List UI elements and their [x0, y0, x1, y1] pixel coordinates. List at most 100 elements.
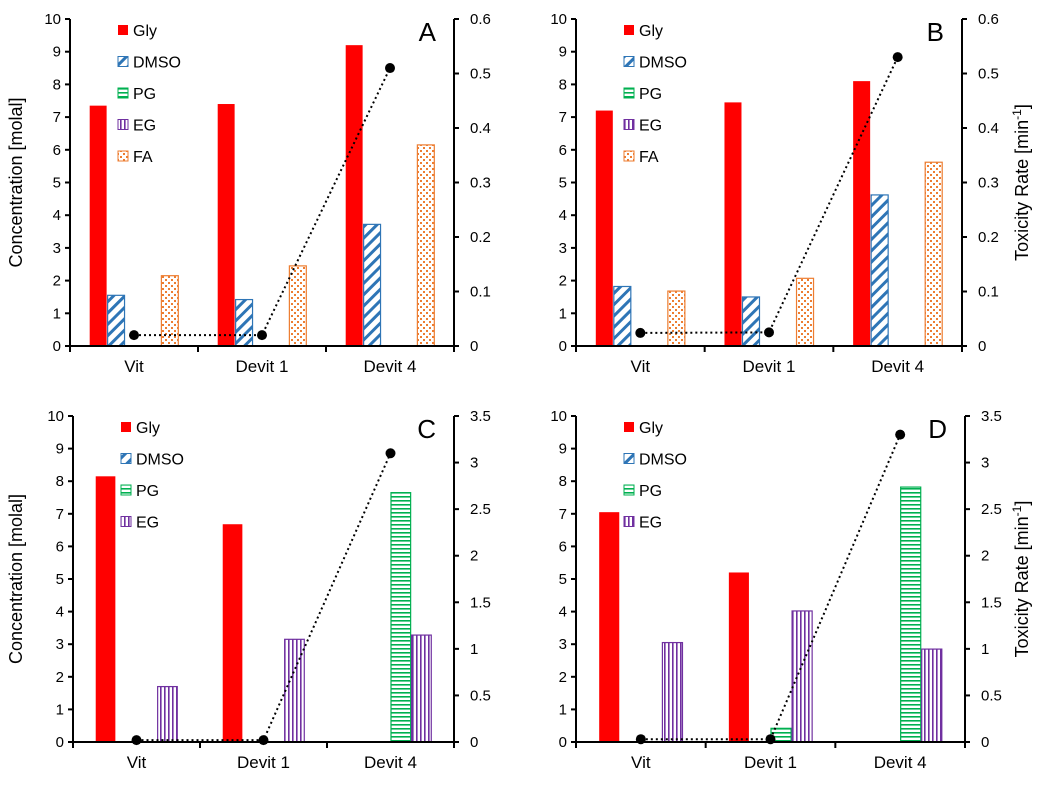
legend-label-pg: PG [639, 483, 662, 500]
y-tick-label: 0 [559, 338, 567, 355]
legend-label-gly: Gly [639, 23, 663, 40]
y2-tick-label: 0.5 [978, 66, 999, 83]
bar-eg [411, 634, 432, 743]
bar-eg [921, 648, 943, 743]
y2-tick-label: 1 [981, 641, 989, 658]
y-axis-title: Concentration [molal] [6, 97, 26, 267]
y2-tick-label: 0.5 [981, 687, 1002, 704]
legend-swatch-pg [623, 87, 635, 99]
legend-label-pg: PG [639, 86, 662, 103]
legend-label-dmso: DMSO [639, 55, 687, 72]
panel-label: D [928, 414, 947, 444]
y-tick-label: 8 [53, 76, 61, 93]
y-tick-label: 1 [559, 701, 567, 718]
category-label: Devit 1 [743, 357, 796, 376]
y-tick-label: 9 [56, 441, 64, 458]
bar-gly [217, 104, 235, 347]
legend-swatch-dmso [117, 56, 129, 67]
y2-tick-label: 0.2 [470, 229, 491, 246]
legend-label-fa: FA [133, 149, 153, 166]
panel-a: 0 1 2 3 4 5 6 7 8 9 10 0 0.1 0.2 0.3 0.4 0.5 0.6 Vit Devit … [6, 11, 491, 376]
legend-swatch-pg [120, 484, 132, 496]
y-tick-label: 2 [559, 273, 567, 290]
legend-swatch-gly [624, 25, 634, 35]
panel-b: 0 1 2 3 4 5 6 7 8 9 10 0 0.1 0.2 0.3 0.4 0.5 0.6 Vit Devit … [550, 11, 1032, 376]
bar-gly [345, 45, 363, 346]
y-tick-label: 10 [44, 11, 61, 28]
bar-gly [853, 81, 871, 346]
legend-label-eg: EG [639, 118, 662, 135]
y-tick-label: 10 [550, 408, 567, 425]
y2-tick-label: 0.2 [978, 229, 999, 246]
toxicity-point [257, 330, 267, 341]
bar-gly [599, 512, 620, 742]
legend-label-eg: EG [133, 118, 156, 135]
legend-swatch-eg [623, 516, 635, 527]
category-label: Vit [631, 753, 651, 772]
toxicity-point [892, 52, 903, 63]
y-tick-label: 5 [56, 571, 64, 588]
bar-dmso [107, 294, 126, 347]
legend-label-gly: Gly [133, 23, 157, 40]
legend-swatch-pg [623, 484, 635, 496]
bar-gly [89, 105, 107, 346]
legend-swatch-eg [120, 516, 132, 527]
toxicity-line [134, 67, 391, 337]
y2-tick-label: 0 [470, 734, 478, 751]
y2-tick-label: 0 [978, 338, 986, 355]
bar-gly [724, 102, 742, 346]
legend-swatch-fa [623, 150, 635, 162]
toxicity-point [385, 63, 395, 74]
y-tick-label: 8 [559, 473, 567, 490]
y-tick-label: 4 [559, 604, 567, 621]
y2-tick-label: 2 [470, 548, 478, 565]
category-label: Devit 4 [874, 753, 927, 772]
legend-swatch-gly [118, 25, 128, 35]
y-tick-label: 3 [559, 636, 567, 653]
panel-label: C [417, 414, 436, 444]
y-tick-label: 8 [559, 76, 567, 93]
category-label: Devit 4 [364, 753, 417, 772]
y2-tick-label: 2 [981, 548, 989, 565]
legend-label-fa: FA [639, 149, 659, 166]
y-tick-label: 9 [53, 44, 61, 61]
y2-tick-label: 0.3 [978, 175, 999, 192]
y-tick-label: 1 [559, 305, 567, 322]
legend-label-dmso: DMSO [136, 452, 184, 469]
y-tick-label: 3 [56, 636, 64, 653]
y-tick-label: 6 [56, 538, 64, 555]
toxicity-line [640, 434, 902, 741]
y-tick-label: 2 [53, 273, 61, 290]
y-tick-label: 10 [550, 11, 567, 28]
y2-tick-label: 0.6 [978, 11, 999, 28]
bar-eg [661, 641, 684, 743]
toxicity-point [635, 734, 646, 745]
legend-label-eg: EG [639, 515, 662, 532]
bar-dmso [363, 223, 382, 347]
toxicity-point [895, 429, 906, 440]
toxicity-point [385, 448, 396, 459]
bar-eg [157, 685, 178, 743]
bar-pg [390, 492, 412, 743]
y2-axis-title: Toxicity Rate [min-1] [1010, 501, 1032, 658]
bar-gly [222, 524, 243, 742]
y-tick-label: 4 [56, 604, 64, 621]
y2-tick-label: 1.5 [470, 594, 491, 611]
y-tick-label: 2 [56, 669, 64, 686]
y-tick-label: 4 [559, 207, 567, 224]
y2-tick-label: 3 [981, 455, 989, 472]
y2-tick-label: 1.5 [981, 594, 1002, 611]
y-tick-label: 4 [53, 207, 61, 224]
y2-tick-label: 0.5 [470, 66, 491, 83]
y-tick-label: 6 [559, 538, 567, 555]
legend-swatch-dmso [623, 453, 635, 464]
bar-dmso [613, 285, 632, 347]
y2-tick-label: 0.1 [470, 284, 491, 301]
y2-tick-label: 3.5 [981, 408, 1002, 425]
category-label: Vit [124, 357, 144, 376]
bar-gly [595, 110, 613, 346]
legend-label-dmso: DMSO [133, 55, 181, 72]
panel-label: B [927, 17, 944, 47]
category-label: Devit 4 [871, 357, 924, 376]
y2-tick-label: 0.3 [470, 175, 491, 192]
